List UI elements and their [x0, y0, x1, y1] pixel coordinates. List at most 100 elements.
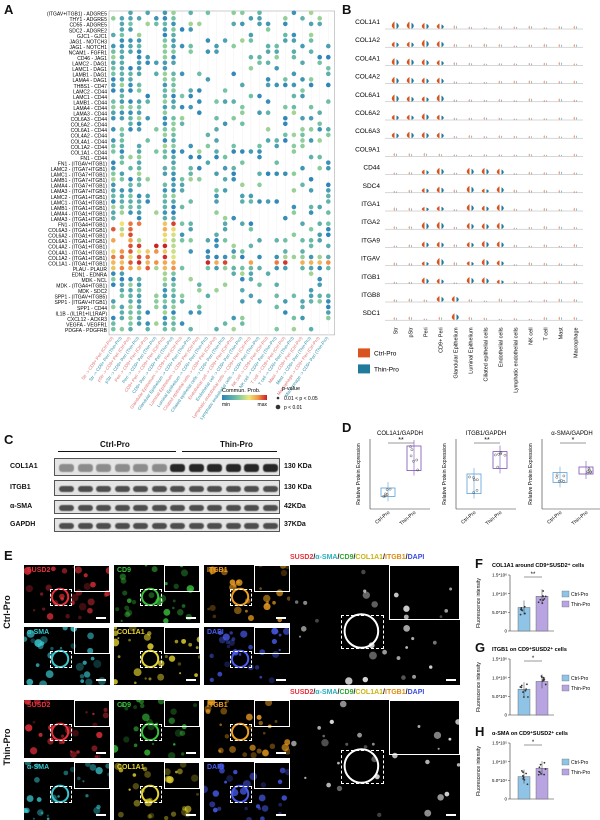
violin-legend-label: Ctrl-Pro: [374, 350, 397, 357]
if-cell-ring: [231, 722, 250, 742]
dotplot-dot: [136, 204, 142, 210]
dotplot-dot: [214, 154, 219, 160]
dotplot-dot: [240, 271, 245, 276]
dotplot-dot: [136, 154, 142, 160]
if-speckle: [24, 567, 32, 575]
blot-band: [262, 505, 278, 511]
if-speckle: [362, 591, 370, 599]
dotplot-dot: [145, 193, 150, 199]
dotplot-dot: [171, 276, 176, 282]
dotplot-dot: [128, 43, 133, 49]
if-speckle: [142, 766, 148, 772]
dotplot-row-label: COL1A1 - (ITGA1+ITGB1): [48, 261, 107, 267]
violin-thin: [546, 44, 548, 48]
dotplot-dot: [248, 293, 254, 299]
dotplot-dot: [188, 154, 193, 160]
if-speckle: [168, 655, 176, 662]
violin-ctrl: [436, 167, 440, 175]
violin-thin: [486, 136, 488, 139]
if-speckle: [226, 644, 231, 649]
dotplot-dot: [300, 138, 305, 143]
fgh-sig: *: [532, 740, 535, 746]
dotplot-dot: [283, 82, 288, 88]
if-speckle: [133, 668, 142, 677]
dotplot-dot: [136, 110, 142, 115]
violin-thin: [501, 205, 504, 211]
violin-thin: [576, 116, 578, 120]
violin-ctrl: [498, 135, 500, 139]
if-speckle: [405, 646, 409, 649]
if-speckle: [25, 585, 33, 593]
violin-thin: [546, 299, 548, 302]
violin-ctrl: [453, 172, 455, 175]
dotplot-dot: [119, 232, 125, 238]
if-speckle: [403, 614, 409, 620]
dotplot-dot: [171, 177, 176, 182]
violin-thin: [561, 263, 563, 266]
dotplot-dot: [111, 82, 116, 88]
blot-band: [262, 523, 278, 529]
if-roi-box: [341, 750, 384, 784]
boxplot-point: [468, 475, 471, 479]
violin-thin: [516, 80, 518, 84]
dotplot-dot: [265, 82, 271, 88]
dotplot-dot: [188, 276, 193, 282]
violin-ctrl: [528, 44, 530, 48]
violin-ctrl: [393, 152, 395, 157]
violin-ctrl: [558, 262, 560, 266]
dotplot-dot: [119, 71, 125, 77]
if-speckle: [50, 646, 54, 651]
boxplot-point: [410, 448, 414, 452]
dotplot-dot: [171, 21, 176, 27]
dotplot-dot: [291, 204, 297, 210]
if-speckle: [85, 762, 91, 767]
violin-celltype-label: Macrophage: [574, 327, 580, 358]
dotplot-dot: [274, 260, 280, 265]
if-speckle: [26, 678, 34, 685]
boxplot-point: [409, 445, 412, 448]
violin-ctrl: [436, 40, 440, 48]
dotplot-dot: [162, 304, 168, 310]
if-speckle: [144, 677, 147, 680]
dotplot-dot: [291, 54, 297, 60]
violin-ctrl: [483, 81, 485, 84]
violin-ctrl: [558, 316, 560, 321]
violin-thin: [411, 226, 413, 230]
if-merge-label-part: /: [337, 554, 340, 561]
if-speckle: [337, 761, 340, 765]
dotplot-dot: [128, 204, 133, 210]
if-cell-ring: [51, 587, 70, 607]
violin-ctrl: [573, 316, 575, 321]
dotplot-dot: [136, 160, 142, 165]
dotplot-dot: [222, 121, 228, 127]
dotplot-dot: [171, 238, 176, 243]
dotplot-dot: [222, 254, 228, 260]
dotplot-dot: [222, 265, 228, 271]
fgh-point: [525, 688, 528, 691]
violin-thin: [576, 244, 578, 248]
dotplot-dot: [162, 288, 168, 293]
if-speckle: [164, 815, 169, 820]
if-merge-label-part: SUSD2: [290, 554, 314, 561]
dotplot-dot: [265, 199, 271, 204]
fgh-ytick-label: 5.0*10⁵: [492, 610, 507, 615]
violin-thin: [546, 226, 548, 230]
violin-ctrl: [528, 261, 530, 266]
if-speckle: [449, 587, 453, 591]
dotplot-dot: [171, 243, 176, 249]
violin-ctrl: [408, 262, 410, 266]
dotplot-dot: [231, 254, 236, 260]
violin-ctrl: [558, 170, 560, 175]
violin-thin: [501, 242, 504, 248]
violin-ctrl: [528, 300, 530, 302]
if-speckle: [25, 724, 33, 732]
dotplot-dot: [283, 115, 288, 121]
dotplot-dot: [162, 310, 168, 315]
violin-thin: [501, 318, 503, 321]
dotplot-dot: [136, 193, 142, 199]
violin-ctrl: [528, 189, 530, 193]
if-speckle: [62, 627, 68, 631]
dotplot-dot: [111, 165, 116, 171]
dotplot-dot: [171, 49, 176, 54]
dotplot-dot: [171, 16, 176, 21]
